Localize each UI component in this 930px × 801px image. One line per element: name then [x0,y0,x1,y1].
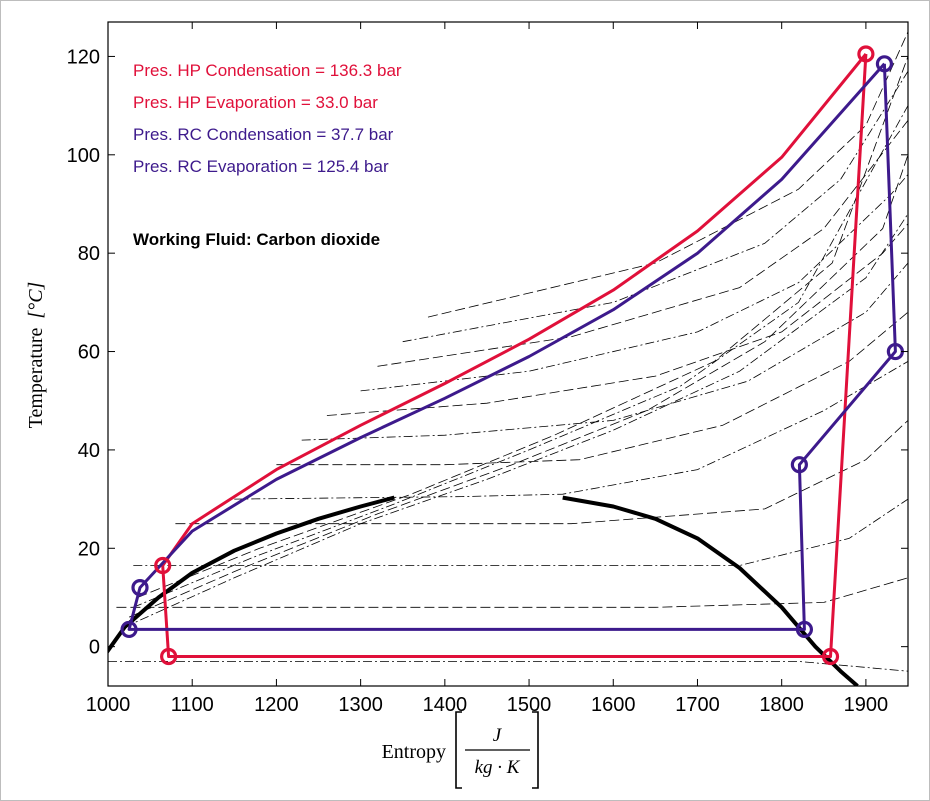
hp-cycle-marker-1 [857,45,875,63]
isobar-line-8 [326,223,908,416]
rc-cycle-marker-1 [875,55,894,73]
y-axis-unit: [°C] [25,282,47,319]
isobar-line-12 [427,31,908,318]
rc-cycle-marker-6 [120,620,138,639]
x-tick-label: 1400 [423,694,468,716]
y-tick-label: 80 [78,243,100,265]
x-tick-label: 1500 [507,694,552,716]
hp-cycle-marker-3 [160,647,178,666]
x-tick-label: 1300 [338,694,383,716]
isobar-line-10 [377,120,908,367]
hp-cycle-marker-2 [154,556,172,575]
x-axis-unit-right-bracket [532,711,539,789]
x-tick-label: 1600 [591,694,636,716]
isobar-line-11 [402,70,908,343]
x-tick-label: 1900 [844,694,889,716]
y-tick-label: 60 [78,342,100,364]
pressure-legend-entry-1: Pres. HP Condensation = 136.3 bar [133,61,402,80]
y-tick-label: 20 [78,538,100,560]
isobar-layer [108,31,908,672]
isobar-line-16 [137,56,908,598]
x-tick-layer: 1000 1100 1200 1300 1400 1500 1600 1700 1800 1900 [86,22,888,716]
y-axis-label: Temperature [°C] [25,282,47,429]
y-tick-label: 100 [67,145,100,167]
isobar-line-3 [133,498,908,566]
x-axis-unit-numerator: J [493,725,503,746]
y-tick-label: 0 [89,637,100,659]
hp-cycle-line [161,53,868,658]
x-axis-label-text: Entropy [382,741,446,763]
isobar-line-2 [116,577,908,608]
x-axis-unit-denominator: kg · K [475,757,521,778]
cycle-layer [127,53,897,658]
x-tick-label: 1000 [86,694,131,716]
x-tick-label: 1700 [675,694,720,716]
plot-area-border [107,21,909,687]
isobar-line-4 [175,420,908,525]
isobar-line-14 [128,154,908,618]
x-axis-unit-left-bracket [455,711,462,789]
x-tick-label: 1800 [759,694,804,716]
x-tick-label: 1100 [171,694,214,716]
y-tick-label: 120 [67,46,100,68]
isobar-line-9 [360,174,908,392]
isobar-line-7 [301,262,908,441]
isobar-line-5 [234,361,908,500]
marker-layer [120,45,904,666]
pressure-legend-entry-3: Pres. RC Condensation = 37.7 bar [133,125,394,144]
x-axis-label: Entropy J kg · K [382,711,539,789]
pressure-legend-entry-2: Pres. HP Evaporation = 33.0 bar [133,93,378,112]
y-tick-layer: 0 20 40 60 80 100 120 [67,46,908,659]
working-fluid-label: Working Fluid: Carbon dioxide [133,230,380,249]
hp-cycle-marker-4 [821,647,840,666]
saturation-dome-liquid-line [108,495,395,655]
isobar-line-6 [276,311,908,466]
rc-cycle-marker-3 [790,456,808,474]
rc-cycle-marker-5 [131,579,149,597]
rc-cycle-marker-4 [795,620,814,639]
pressure-legend-entry-4: Pres. RC Evaporation = 125.4 bar [133,157,389,176]
isobar-line-1 [108,661,908,672]
y-tick-label: 40 [78,440,100,462]
isobar-line-13 [124,213,908,628]
annotation-layer: Pres. HP Condensation = 136.3 bar Pres. H… [133,61,402,249]
y-axis-label-text: Temperature [25,327,47,428]
svg-text:Temperature [°C]: Temperature [°C] [25,282,47,429]
x-tick-label: 1200 [254,694,299,716]
isobar-line-15 [133,105,908,608]
